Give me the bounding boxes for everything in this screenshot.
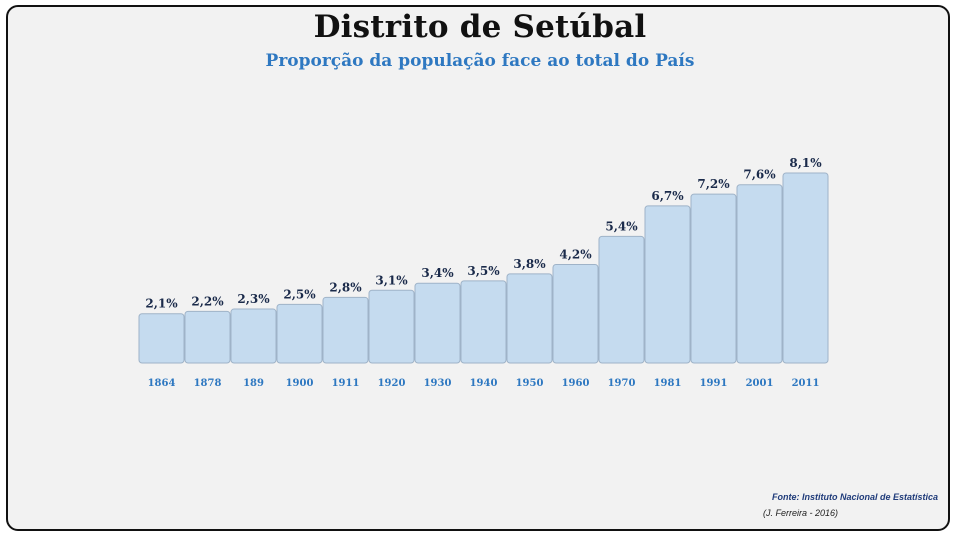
- bar-2011: [782, 172, 829, 364]
- tick-label-1900: 1900: [286, 378, 314, 389]
- tick-label-1940: 1940: [470, 378, 498, 389]
- bar-1878: [184, 310, 231, 364]
- tick-label-1960: 1960: [562, 378, 590, 389]
- tick-label-1864: 1864: [148, 378, 176, 389]
- bar-1920: [368, 289, 415, 364]
- tick-label-1878: 1878: [194, 378, 222, 389]
- bar-1950: [506, 273, 553, 364]
- data-label-1970: 5,4%: [605, 219, 638, 233]
- tick-label-189: 189: [243, 378, 264, 389]
- bar-189: [230, 308, 277, 364]
- data-label-1911: 2,8%: [329, 280, 362, 294]
- bar-2001: [736, 184, 783, 364]
- chart-title: Distrito de Setúbal: [313, 9, 647, 45]
- tick-label-1981: 1981: [654, 378, 682, 389]
- bar-1864: [138, 313, 185, 364]
- bar-1960: [552, 263, 599, 364]
- tick-label-1930: 1930: [424, 378, 452, 389]
- bar-1991: [690, 193, 737, 364]
- bar-1930: [414, 282, 461, 364]
- bar-1911: [322, 296, 369, 364]
- data-label-1878: 2,2%: [191, 294, 224, 308]
- data-label-1981: 6,7%: [651, 189, 684, 203]
- data-label-1950: 3,8%: [513, 257, 546, 271]
- data-label-1940: 3,5%: [467, 264, 500, 278]
- data-label-1900: 2,5%: [283, 287, 316, 301]
- tick-label-1991: 1991: [700, 378, 728, 389]
- bar-1900: [276, 303, 323, 364]
- data-label-1960: 4,2%: [559, 247, 592, 261]
- bar-1970: [598, 235, 645, 364]
- tick-label-1920: 1920: [378, 378, 406, 389]
- data-label-1864: 2,1%: [145, 297, 178, 311]
- author-note: (J. Ferreira - 2016): [763, 508, 839, 518]
- chart-subtitle: Proporção da população face ao total do …: [265, 51, 695, 71]
- tick-label-2011: 2011: [792, 378, 820, 389]
- data-label-1920: 3,1%: [375, 273, 408, 287]
- tick-label-1970: 1970: [608, 378, 636, 389]
- data-label-2011: 8,1%: [789, 156, 822, 170]
- data-label-1930: 3,4%: [421, 266, 454, 280]
- data-label-189: 2,3%: [237, 292, 270, 306]
- source-note: Fonte: Instituto Nacional de Estatística: [771, 492, 938, 502]
- data-label-2001: 7,6%: [743, 168, 776, 182]
- tick-label-2001: 2001: [746, 378, 774, 389]
- bar-1940: [460, 280, 507, 364]
- bar-1981: [644, 205, 691, 364]
- tick-label-1950: 1950: [516, 378, 544, 389]
- tick-label-1911: 1911: [332, 378, 360, 389]
- data-label-1991: 7,2%: [697, 177, 730, 191]
